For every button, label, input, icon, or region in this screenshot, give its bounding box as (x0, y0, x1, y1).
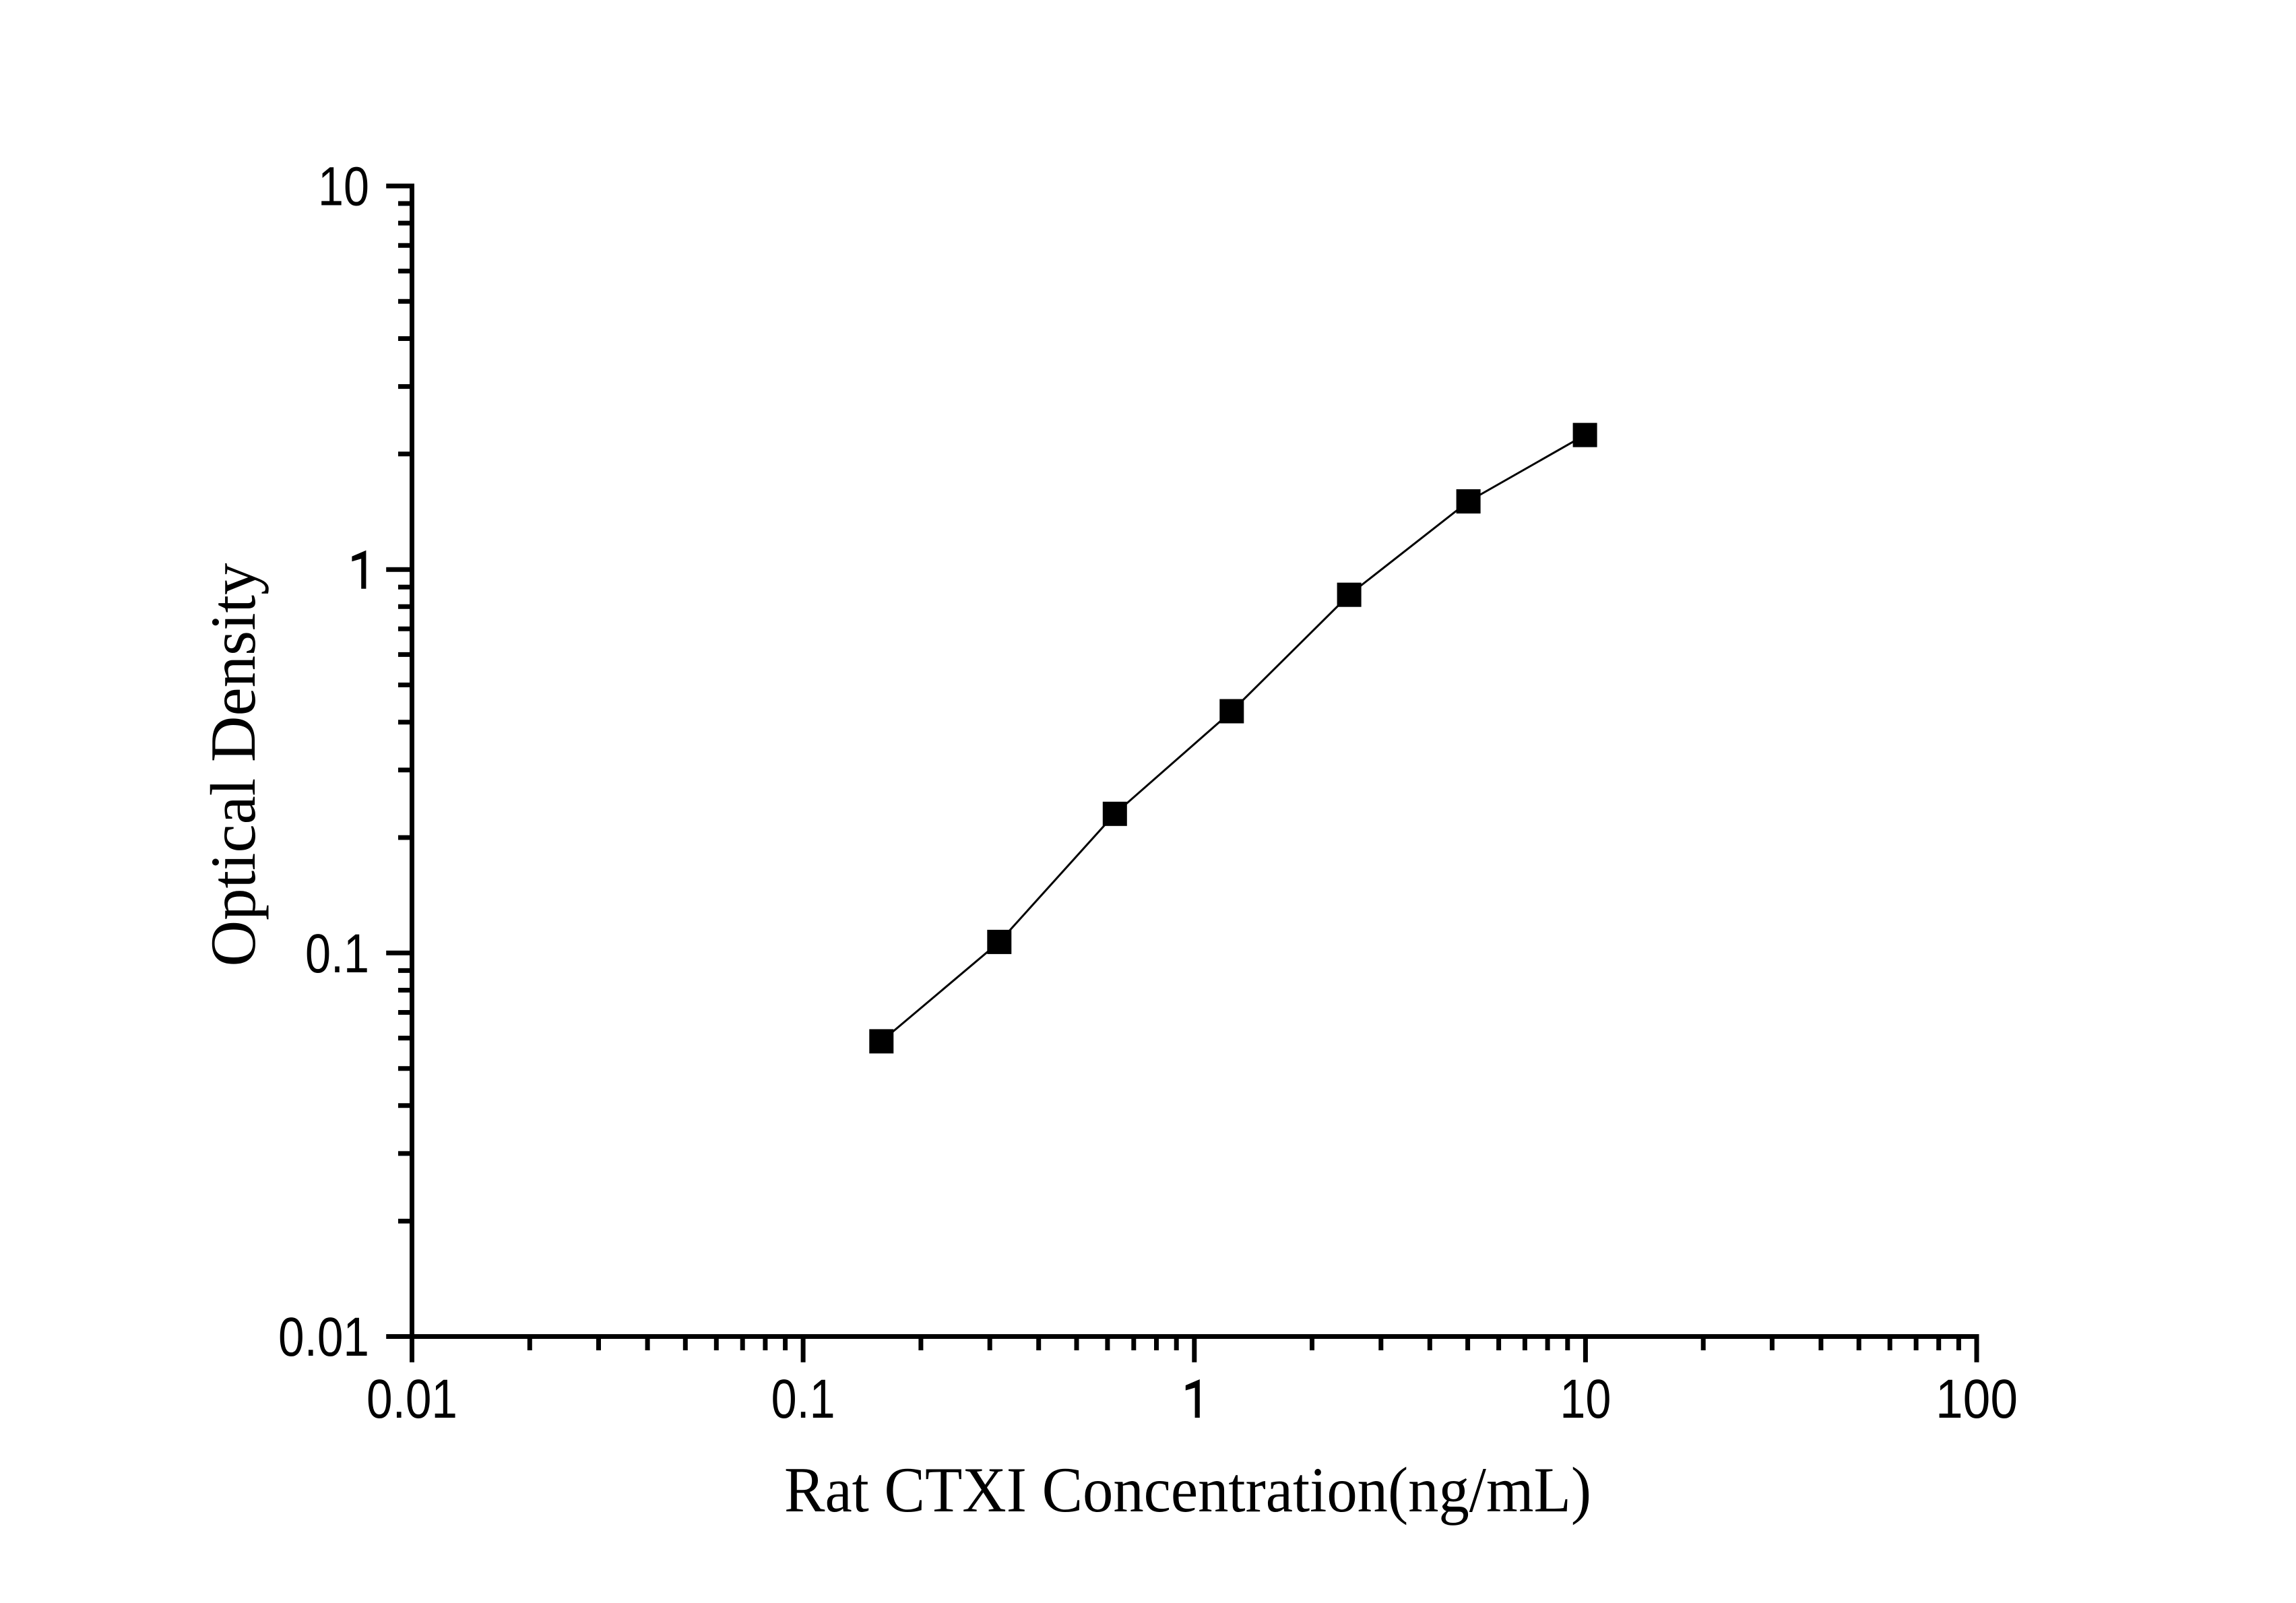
svg-text:Optical Density: Optical Density (197, 563, 269, 966)
svg-text:0.1: 0.1 (305, 923, 369, 984)
svg-text:Rat CTXI Concentration(ng/mL): Rat CTXI Concentration(ng/mL) (784, 1454, 1591, 1526)
svg-text:0.1: 0.1 (771, 1369, 835, 1430)
svg-text:100: 100 (1936, 1369, 2018, 1430)
svg-text:10: 10 (318, 156, 369, 218)
svg-text:10: 10 (1560, 1369, 1611, 1430)
svg-text:0.01: 0.01 (278, 1307, 369, 1368)
svg-text:0.01: 0.01 (366, 1369, 457, 1430)
